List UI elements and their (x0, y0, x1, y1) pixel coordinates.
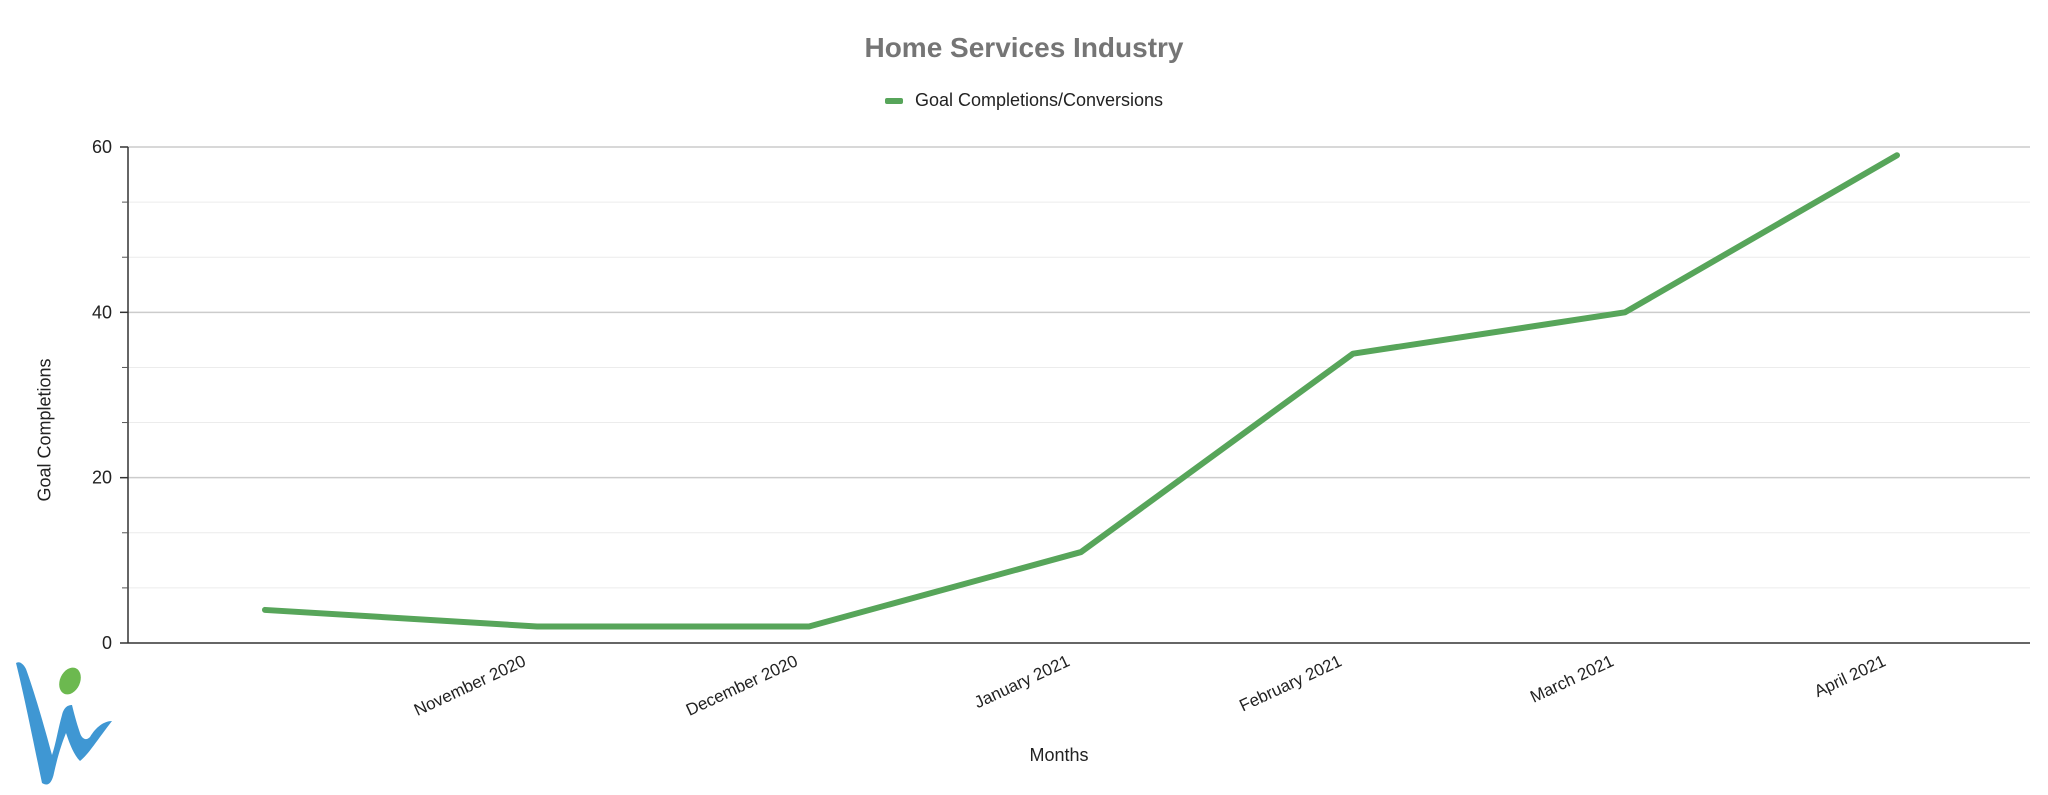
series-line (262, 152, 1900, 630)
x-axis-label: Months (1029, 745, 1089, 765)
y-axis-label: Goal Completions (34, 358, 55, 502)
w-person-logo-icon (16, 662, 112, 785)
legend-label: Goal Completions/Conversions (914, 90, 1164, 110)
y-tick-label: 20 (92, 468, 112, 488)
data-point (1078, 549, 1084, 555)
data-point (1622, 309, 1628, 315)
legend-swatch (884, 97, 903, 104)
y-axis-ticks: 0 20 40 60 (92, 137, 128, 653)
x-tick-label: March 2021 (1527, 651, 1616, 706)
x-axis-ticks: November 2020 December 2020 January 2021 Fe… (411, 651, 1889, 719)
logo-head-dot (59, 667, 81, 695)
data-point (806, 623, 812, 629)
chart-gridlines (128, 146, 2030, 589)
chart-legend: Goal Completions/Conversions (0, 90, 2048, 111)
data-point (262, 607, 268, 613)
y-tick-label: 0 (102, 633, 112, 653)
y-tick-label: 40 (92, 302, 112, 322)
x-tick-label: January 2021 (971, 651, 1072, 712)
x-tick-label: November 2020 (411, 651, 529, 719)
x-tick-label: February 2021 (1236, 651, 1344, 715)
x-tick-label: December 2020 (683, 651, 801, 719)
data-point (1894, 152, 1900, 158)
chart-series (262, 152, 1900, 630)
logo-w-shape (16, 662, 112, 785)
chart-title: Home Services Industry (864, 32, 1184, 63)
data-point (1350, 351, 1356, 357)
y-tick-label: 60 (92, 137, 112, 157)
x-tick-label: April 2021 (1811, 651, 1888, 701)
data-point (534, 623, 540, 629)
chart-axes (127, 147, 2030, 644)
